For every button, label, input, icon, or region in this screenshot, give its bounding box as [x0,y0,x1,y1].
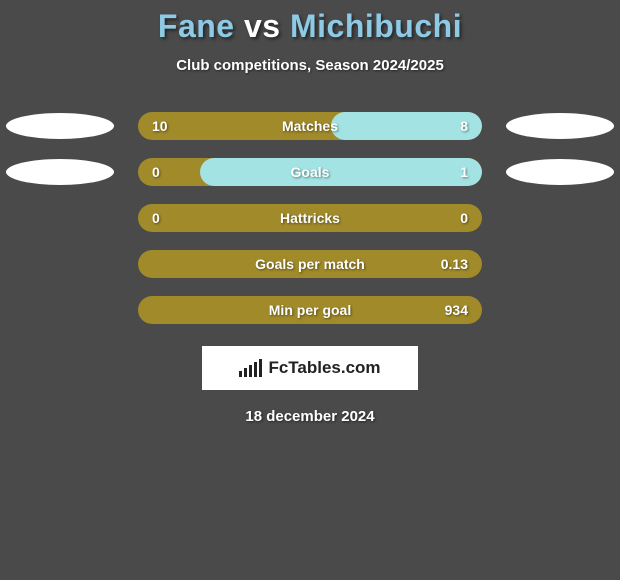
stat-row: 0 Goals 1 [0,158,620,186]
logo-text: FcTables.com [268,358,380,378]
stats-area: 10Matches80Goals10Hattricks0Goals per ma… [0,112,620,324]
stat-label: Hattricks [280,210,340,226]
stat-label: Matches [282,118,338,134]
player1-avatar-placeholder [6,113,114,139]
stat-left-value: 0 [152,210,160,226]
stat-right-value: 934 [445,302,468,318]
stat-bar: Goals per match 0.13 [138,250,482,278]
stat-bar: Min per goal 934 [138,296,482,324]
stat-bar: 0 Goals 1 [138,158,482,186]
stat-right-value: 8 [460,118,468,134]
stat-row: Min per goal 934 [0,296,620,324]
player2-avatar-placeholder [506,113,614,139]
stat-left-value: 10 [152,118,168,134]
stat-label: Goals [291,164,330,180]
player1-avatar-placeholder [6,159,114,185]
stat-label: Goals per match [255,256,365,272]
player1-name: Fane [158,8,235,44]
comparison-title: Fane vs Michibuchi [0,0,620,45]
stat-right-value: 0 [460,210,468,226]
stat-label: Min per goal [269,302,351,318]
stat-left-value: 0 [152,164,160,180]
vs-text: vs [244,8,281,44]
stat-row: 0 Hattricks 0 [0,204,620,232]
stat-bar: 0 Hattricks 0 [138,204,482,232]
fctables-logo[interactable]: FcTables.com [202,346,418,390]
stat-right-value: 0.13 [441,256,468,272]
logo-bars-icon [239,359,262,377]
stat-row: 10 Matches 8 [0,112,620,140]
date-line: 18 december 2024 [0,408,620,425]
subtitle: Club competitions, Season 2024/2025 [0,57,620,74]
stat-right-value: 1 [460,164,468,180]
player2-name: Michibuchi [290,8,462,44]
stat-bar-right-fill [200,158,482,186]
stat-row: Goals per match 0.13 [0,250,620,278]
stat-bar: 10 Matches 8 [138,112,482,140]
player2-avatar-placeholder [506,159,614,185]
